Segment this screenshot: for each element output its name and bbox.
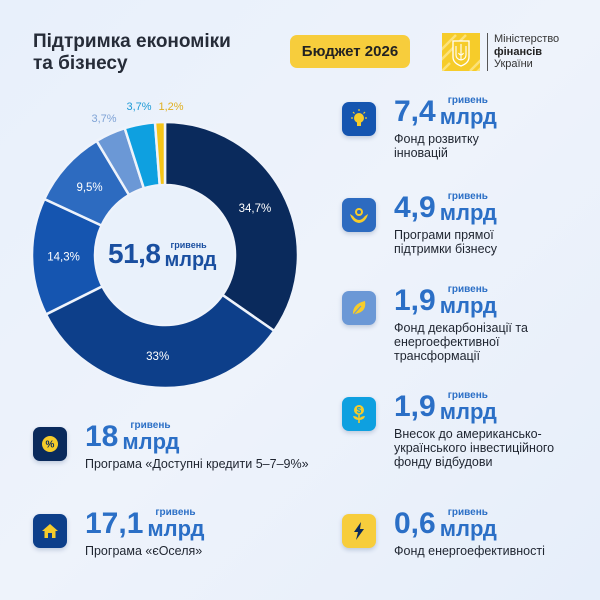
hands-flower-icon xyxy=(342,198,376,232)
item-unit-small: гривень xyxy=(447,390,488,401)
slice-percent-label: 34,7% xyxy=(239,203,272,215)
house-icon xyxy=(33,514,67,548)
lightning-icon xyxy=(342,514,376,548)
item-unit-big: млрд xyxy=(439,516,497,541)
money-plant-icon: $ xyxy=(342,397,376,431)
item-desc: Програми прямої підтримки бізнесу xyxy=(394,228,498,256)
item-desc: Внесок до американсько-українського інве… xyxy=(394,427,555,469)
ministry-line-3: України xyxy=(494,58,533,70)
item-unit-big: млрд xyxy=(439,104,497,129)
title-line-2: та бізнесу xyxy=(33,53,128,74)
item-desc: Програма «єОселя» xyxy=(85,544,203,558)
item-value: 4,9 xyxy=(394,191,436,224)
slice-percent-label: 9,5% xyxy=(76,182,102,194)
donut-chart: 34,7% 33% 14,3% 9,5% 3,7% 3,7% 1,2% xyxy=(30,101,300,390)
item-unit-big: млрд xyxy=(439,399,497,424)
item-unit-big: млрд xyxy=(122,429,180,454)
item-desc: Фонд розвитку інновацій xyxy=(394,132,479,160)
item-unit-big: млрд xyxy=(147,516,205,541)
chart-total: 51,8 гривень млрд xyxy=(108,238,216,270)
item-desc: Фонд декарбонізації та енергоефективної … xyxy=(394,321,528,363)
total-unit-big: млрд xyxy=(164,249,217,271)
item-unit-big: млрд xyxy=(439,200,497,225)
donut-slice xyxy=(153,120,167,187)
slice-percent-label: 1,2% xyxy=(158,101,183,113)
title-line-1: Підтримка економіки xyxy=(33,31,231,52)
percent-icon: % xyxy=(33,427,67,461)
item-value: 18 xyxy=(85,420,119,453)
item-unit-small: гривень xyxy=(447,191,488,202)
item-value: 0,6 xyxy=(394,507,436,540)
item-value: 1,9 xyxy=(394,284,436,317)
page-title: Підтримка економіки та бізнесу xyxy=(33,31,263,75)
slice-percent-label: 14,3% xyxy=(47,251,80,263)
item-unit-small: гривень xyxy=(130,420,171,431)
item-value: 1,9 xyxy=(394,390,436,423)
ministry-name: Міністерство фінансів України xyxy=(487,33,559,71)
slice-percent-label: 3,7% xyxy=(126,101,151,113)
item-unit-big: млрд xyxy=(439,293,497,318)
ministry-line-1: Міністерство xyxy=(494,33,560,45)
item-desc: Програма «Доступні кредити 5–7–9%» xyxy=(85,457,309,471)
item-unit-small: гривень xyxy=(447,284,488,295)
item-value: 17,1 xyxy=(85,507,144,540)
donut-hole xyxy=(96,186,234,324)
total-value: 51,8 xyxy=(108,238,161,269)
item-unit-small: гривень xyxy=(155,507,196,518)
svg-text:%: % xyxy=(46,440,55,451)
trident-coat-of-arms-icon xyxy=(442,33,480,71)
ministry-line-2: фінансів xyxy=(494,45,543,58)
item-unit-small: гривень xyxy=(447,507,488,518)
item-desc: Фонд енергоефективності xyxy=(394,544,545,558)
slice-percent-label: 33% xyxy=(146,351,169,363)
budget-badge: Бюджет 2026 xyxy=(290,35,410,68)
leaf-icon xyxy=(342,291,376,325)
total-unit-small: гривень xyxy=(170,240,207,250)
donut-slice xyxy=(163,120,300,333)
svg-text:$: $ xyxy=(357,406,362,415)
item-value: 7,4 xyxy=(394,95,436,128)
lightbulb-icon xyxy=(342,102,376,136)
item-unit-small: гривень xyxy=(447,95,488,106)
slice-percent-label: 3,7% xyxy=(91,113,116,125)
donut-slice xyxy=(44,284,276,390)
